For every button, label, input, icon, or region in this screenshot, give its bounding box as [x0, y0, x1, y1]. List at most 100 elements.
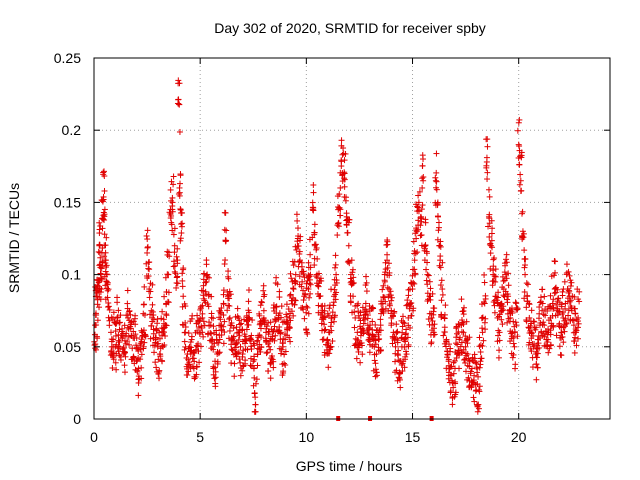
data-point — [220, 323, 227, 330]
data-point — [307, 281, 314, 288]
data-point — [296, 259, 303, 266]
data-point — [330, 302, 337, 309]
data-point — [349, 269, 356, 276]
data-point — [145, 273, 152, 280]
data-point — [226, 295, 233, 302]
data-point — [424, 290, 431, 297]
data-point — [176, 128, 183, 135]
data-point — [98, 286, 105, 293]
data-point — [294, 217, 301, 224]
data-point — [177, 171, 184, 178]
data-point — [182, 323, 189, 330]
data-point — [171, 268, 178, 275]
data-point — [260, 307, 267, 314]
data-point — [104, 294, 111, 301]
data-point — [354, 302, 361, 309]
data-point — [107, 329, 114, 336]
data-point — [217, 316, 224, 323]
data-point — [355, 348, 362, 355]
data-point — [340, 145, 347, 152]
data-point — [276, 288, 283, 295]
data-point — [212, 358, 219, 365]
data-point — [373, 351, 380, 358]
data-point — [439, 259, 446, 266]
data-point — [453, 354, 460, 361]
data-point — [395, 352, 402, 359]
data-point — [397, 384, 404, 391]
data-point — [127, 311, 134, 318]
data-point — [288, 308, 295, 315]
data-point — [97, 270, 104, 277]
data-point — [164, 298, 171, 305]
data-point — [408, 312, 415, 319]
data-point — [414, 226, 421, 233]
data-point — [239, 353, 246, 360]
data-point — [278, 303, 285, 310]
data-point — [235, 349, 242, 356]
data-point — [232, 344, 239, 351]
data-point — [142, 333, 149, 340]
data-point — [198, 325, 205, 332]
data-point — [109, 364, 116, 371]
data-point — [237, 343, 244, 350]
data-point — [137, 356, 144, 363]
data-point — [377, 322, 384, 329]
data-point — [400, 319, 407, 326]
data-point — [441, 315, 448, 322]
data-point — [372, 341, 379, 348]
data-point — [463, 318, 470, 325]
data-point — [418, 215, 425, 222]
data-point — [121, 362, 128, 369]
data-point — [226, 303, 233, 310]
data-point — [411, 280, 418, 287]
data-point — [401, 364, 408, 371]
data-point — [437, 238, 444, 245]
data-point — [434, 213, 441, 220]
data-point — [348, 257, 355, 264]
data-point — [419, 162, 426, 169]
data-point — [317, 275, 324, 282]
data-point — [333, 279, 340, 286]
data-point — [144, 227, 151, 234]
data-point — [282, 336, 289, 343]
data-point — [449, 401, 456, 408]
data-point — [464, 340, 471, 347]
data-point — [455, 320, 462, 327]
data-point — [113, 366, 120, 373]
data-point — [103, 262, 110, 269]
data-point — [364, 330, 371, 337]
data-point — [145, 265, 152, 272]
data-point — [363, 273, 370, 280]
data-point — [210, 346, 217, 353]
data-point — [256, 310, 263, 317]
data-point — [350, 274, 357, 281]
data-point — [170, 263, 177, 270]
data-point — [381, 277, 388, 284]
data-point — [457, 334, 464, 341]
data-point — [146, 294, 153, 301]
data-point — [324, 336, 331, 343]
data-point — [432, 174, 439, 181]
data-point — [93, 333, 100, 340]
data-point — [448, 377, 455, 384]
data-point — [399, 313, 406, 320]
data-point — [311, 262, 318, 269]
chart-title: Day 302 of 2020, SRMTID for receiver spb… — [214, 20, 486, 36]
data-point — [238, 320, 245, 327]
data-point — [366, 326, 373, 333]
data-point — [385, 260, 392, 267]
data-point — [442, 302, 449, 309]
data-point — [126, 308, 133, 315]
data-point — [226, 314, 233, 321]
data-point — [393, 329, 400, 336]
data-point — [460, 329, 467, 336]
data-point — [179, 270, 186, 277]
data-point — [433, 184, 440, 191]
data-point — [425, 272, 432, 279]
data-point — [237, 372, 244, 379]
data-point — [321, 327, 328, 334]
data-point — [332, 252, 339, 259]
data-point — [243, 337, 250, 344]
data-point — [402, 338, 409, 345]
data-point — [441, 324, 448, 331]
